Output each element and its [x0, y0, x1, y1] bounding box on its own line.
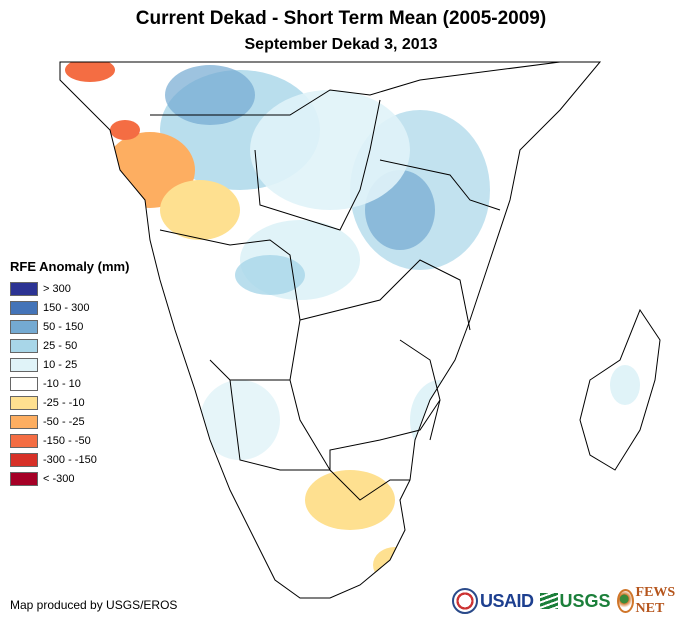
legend-label: -50 - -25 — [43, 415, 85, 428]
legend-swatch — [10, 300, 38, 315]
legend-swatch — [10, 281, 38, 296]
legend-title: RFE Anomaly (mm) — [10, 259, 130, 274]
legend-label: 25 - 50 — [43, 339, 78, 352]
legend-item: 10 - 25 — [10, 355, 129, 374]
legend-item: -10 - 10 — [10, 374, 129, 393]
legend-item: < -300 — [10, 469, 129, 488]
legend-label: -25 - -10 — [43, 396, 85, 409]
legend-swatch — [10, 357, 38, 372]
legend-label: -150 - -50 — [43, 434, 91, 447]
legend: RFE Anomaly (mm) > 300 150 - 300 50 - 150 2… — [10, 259, 129, 488]
legend-swatch — [10, 452, 38, 467]
legend-swatch — [10, 414, 38, 429]
madagascar-anomaly — [610, 365, 640, 405]
legend-item: -50 - -25 — [10, 412, 129, 431]
legend-item: 150 - 300 — [10, 298, 129, 317]
legend-item: > 300 — [10, 279, 129, 298]
legend-label: > 300 — [43, 282, 71, 295]
legend-label: -300 - -150 — [43, 453, 97, 466]
legend-swatch — [10, 338, 38, 353]
partner-logos: USAID USGS FEWS NET — [452, 585, 682, 617]
legend-label: 50 - 150 — [43, 320, 84, 333]
globe-icon — [616, 589, 634, 613]
legend-swatch — [10, 319, 38, 334]
legend-item: -150 - -50 — [10, 431, 129, 450]
legend-swatch — [10, 376, 38, 391]
map-title: Current Dekad - Short Term Mean (2005-20… — [135, 8, 547, 29]
legend-swatch — [10, 471, 38, 486]
legend-label: -10 - 10 — [43, 377, 81, 390]
legend-item: 25 - 50 — [10, 336, 129, 355]
map-subtitle: September Dekad 3, 2013 — [244, 36, 438, 53]
credit-text: Map produced by USGS/EROS — [10, 598, 178, 612]
legend-item: -300 - -150 — [10, 450, 129, 469]
legend-label: < -300 — [43, 472, 75, 485]
legend-swatch — [10, 433, 38, 448]
usaid-logo: USAID — [452, 588, 534, 614]
legend-label: 10 - 25 — [43, 358, 78, 371]
legend-label: 150 - 300 — [43, 301, 90, 314]
usgs-logo: USGS — [539, 591, 611, 612]
usaid-seal-icon — [452, 588, 478, 614]
usgs-mark-icon — [539, 593, 558, 609]
fewsnet-logo: FEWS NET — [616, 585, 682, 617]
legend-item: 50 - 150 — [10, 317, 129, 336]
anomaly-map — [59, 61, 661, 599]
country-borders — [59, 61, 601, 599]
legend-swatch — [10, 395, 38, 410]
legend-item: -25 - -10 — [10, 393, 129, 412]
